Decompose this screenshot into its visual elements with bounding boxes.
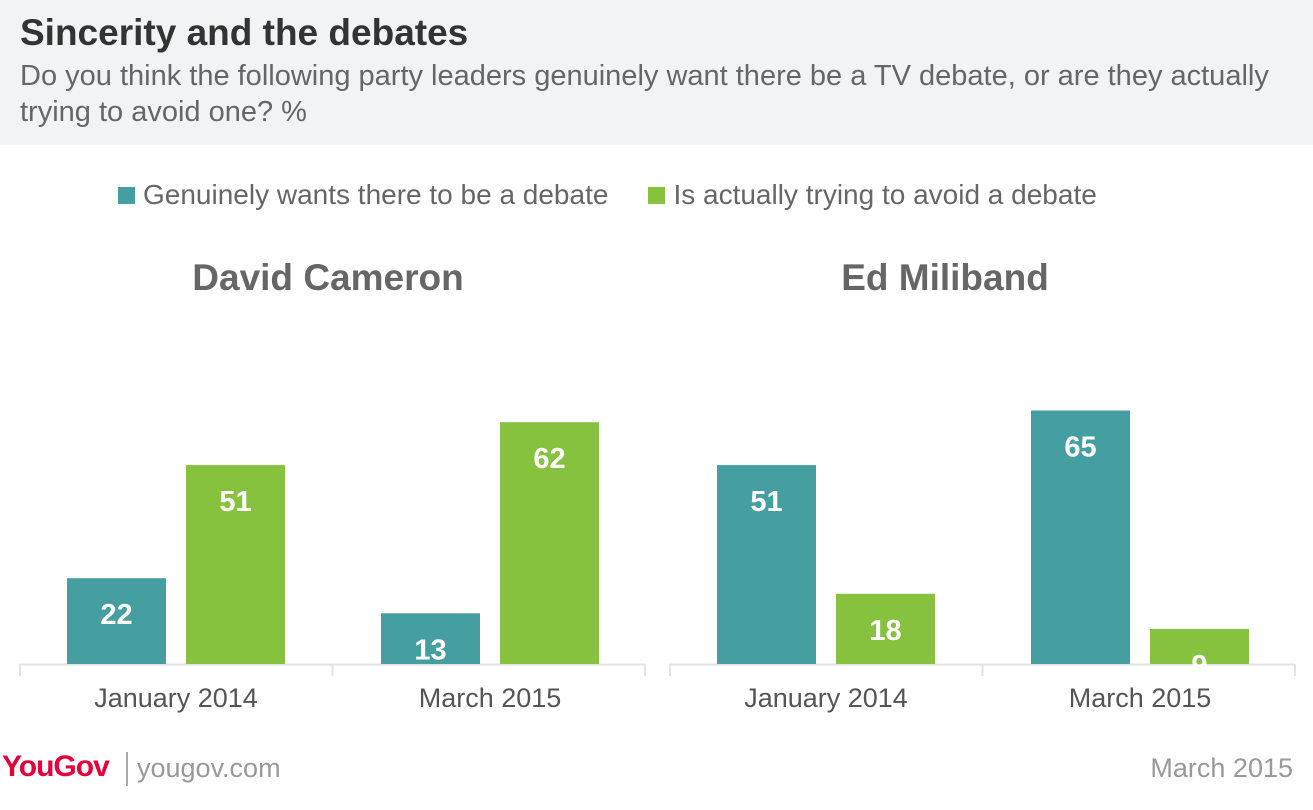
- chart-title: Sincerity and the debates: [20, 12, 469, 53]
- bar-chart: David Cameron 22 51 January 2014 13 62 March 2…: [19, 257, 1296, 713]
- bar-0-0-1: [186, 465, 285, 664]
- bar-1-0-1: [836, 593, 935, 664]
- panel-title-0: David Cameron: [192, 257, 463, 298]
- category-label-1-0: January 2014: [744, 683, 908, 713]
- bar-label-0-1-0: 13: [414, 634, 446, 666]
- bar-1-0-0: [717, 465, 816, 664]
- legend-item-genuine: Genuinely wants there to be a debate: [118, 179, 608, 211]
- bar-label-1-1-1: 9: [1191, 650, 1207, 682]
- legend-label-genuine: Genuinely wants there to be a debate: [143, 179, 609, 210]
- bar-label-0-1-1: 62: [533, 443, 565, 475]
- bar-label-1-1-0: 65: [1064, 432, 1096, 464]
- legend-item-avoid: Is actually trying to avoid a debate: [648, 179, 1097, 211]
- footer-date: March 2015: [1150, 753, 1293, 783]
- panel-title-1: Ed Miliband: [841, 257, 1049, 298]
- category-label-1-1: March 2015: [1069, 683, 1212, 713]
- bar-label-0-0-0: 22: [100, 599, 132, 631]
- legend: Genuinely wants there to be a debate Is …: [118, 178, 1137, 212]
- legend-swatch-avoid: [648, 186, 666, 204]
- bar-label-1-0-0: 51: [750, 486, 782, 518]
- category-label-0-0: January 2014: [94, 683, 258, 713]
- footer-url[interactable]: yougov.com: [137, 753, 281, 783]
- footer-divider: [126, 752, 128, 786]
- bar-0-0-0: [67, 578, 166, 664]
- bar-0-1-1: [500, 422, 599, 664]
- bar-0-1-0: [381, 613, 480, 664]
- yougov-logo: YouGov: [2, 750, 110, 783]
- legend-label-avoid: Is actually trying to avoid a debate: [673, 179, 1097, 210]
- chart-subtitle: Do you think the following party leaders…: [20, 60, 1269, 128]
- header: Sincerity and the debates Do you think t…: [0, 0, 1313, 145]
- category-label-0-1: March 2015: [419, 683, 562, 713]
- legend-swatch-genuine: [118, 186, 135, 204]
- bar-1-1-1: [1150, 628, 1249, 664]
- bar-1-1-0: [1031, 410, 1130, 664]
- bar-label-0-0-1: 51: [219, 486, 251, 518]
- bar-label-1-0-1: 18: [869, 615, 901, 647]
